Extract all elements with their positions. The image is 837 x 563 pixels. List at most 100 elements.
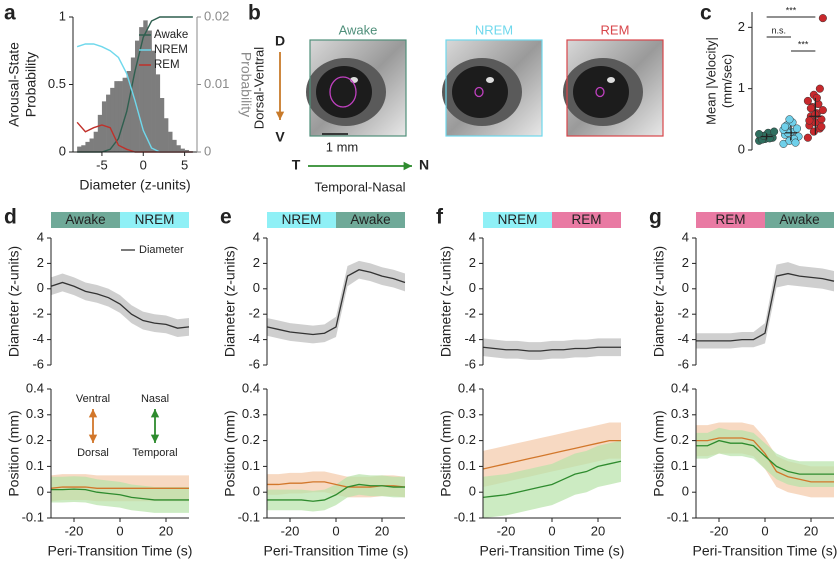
axis-start: T: [292, 157, 301, 173]
y-tick-label: 0.2: [671, 432, 689, 447]
error-band: [696, 262, 834, 349]
y-tick-label: 0: [682, 280, 689, 295]
eye-iris: [316, 66, 372, 118]
y-tick-label: 0.1: [242, 458, 260, 473]
histogram-bar: [114, 81, 119, 152]
state-label: REM: [572, 212, 602, 227]
y-tick-label: -6: [677, 356, 689, 371]
x-axis-label: Peri-Transition Time (s): [264, 543, 409, 559]
y-tick-label: 0: [37, 280, 44, 295]
data-point: [815, 84, 824, 93]
x-tick-label: 5: [181, 157, 188, 172]
y-axis-label: Diameter (z-units): [222, 246, 238, 357]
histogram-bar: [77, 146, 82, 152]
y-axis-label: Arousal-State: [6, 42, 22, 127]
y-tick-label: -4: [677, 331, 689, 346]
legend-label: Awake: [154, 29, 188, 41]
y-tick-label: 0: [253, 280, 260, 295]
y-axis-label: Mean |Velocity|: [703, 37, 718, 125]
state-bar: [120, 212, 189, 228]
state-bar: [696, 212, 765, 228]
y-axis-label: Position (mm): [651, 410, 667, 496]
arrow-head: [88, 434, 98, 443]
annotation: Temporal: [132, 447, 177, 459]
error-band: [267, 474, 405, 512]
pupil-fit: [329, 76, 357, 108]
panel-label: a: [4, 2, 16, 25]
significance-label: n.s.: [772, 25, 787, 35]
x-tick-label: -5: [96, 157, 108, 172]
y-tick-label: 0.1: [26, 458, 44, 473]
histogram-bar: [172, 139, 177, 152]
data-point: [780, 122, 790, 131]
histogram-bar: [106, 94, 111, 152]
histogram-bar: [180, 148, 185, 152]
line: [696, 437, 834, 483]
y-tick-label: 0.4: [242, 380, 260, 395]
y-tick-label: 0: [469, 280, 476, 295]
y-axis-label: Position (mm): [6, 410, 22, 496]
line: [696, 272, 835, 342]
histogram-bar: [118, 81, 123, 152]
y-axis-label: Diameter (z-units): [438, 246, 454, 357]
y-tick-label: -2: [677, 306, 689, 321]
state-bar: [765, 212, 834, 228]
y-tick-label: 0.2: [458, 432, 476, 447]
histogram-bar: [151, 50, 156, 152]
arrow-head: [150, 409, 160, 418]
x-tick-label: -20: [281, 523, 300, 538]
y-tick-label: 1: [738, 80, 745, 95]
histogram-bar: [81, 145, 86, 152]
y-tick-label: 1: [59, 8, 66, 23]
image-frame: [445, 39, 543, 137]
line: [50, 486, 189, 489]
state-label: Awake: [350, 212, 390, 227]
y-tick-label: 0.1: [671, 458, 689, 473]
x-axis-label: Diameter (z-units): [79, 177, 190, 193]
state-bar: [552, 212, 621, 228]
y-axis-label: Position (mm): [222, 410, 238, 496]
histogram-bar: [101, 101, 107, 152]
legend-label: Diameter: [139, 244, 184, 256]
data-point: [818, 106, 827, 115]
state-bar: [267, 212, 336, 228]
y-tick-label: 2: [738, 19, 745, 34]
y-tick-label: 0: [738, 141, 745, 156]
y-tick-label: 0: [37, 484, 44, 499]
x-tick-label: 20: [375, 523, 389, 538]
error-band: [483, 440, 621, 518]
line: [267, 483, 405, 502]
image-title: Awake: [339, 22, 378, 37]
histogram-bar: [122, 77, 128, 152]
panel-label: f: [436, 206, 444, 229]
line: [482, 460, 622, 499]
y-tick-label: 0: [469, 484, 476, 499]
y-tick-label: 4: [37, 229, 44, 244]
arrow-head: [403, 161, 412, 171]
y-tick-label: 0.4: [26, 380, 44, 395]
error-band: [696, 427, 834, 488]
image-frame: [566, 39, 664, 137]
state-label: Awake: [65, 212, 105, 227]
state-label: NREM: [498, 212, 538, 227]
x-tick-label: 20: [159, 523, 173, 538]
data-point: [806, 104, 815, 113]
state-bar: [483, 212, 552, 228]
pupil-fit: [595, 86, 605, 98]
histogram-bar: [135, 40, 140, 152]
histogram-bar: [159, 98, 165, 152]
data-point: [791, 138, 800, 147]
y-tick-label: -6: [464, 356, 476, 371]
histogram-bar: [85, 141, 90, 152]
y-tick-label: 0.3: [671, 406, 689, 421]
y-tick-label: 0.4: [458, 380, 476, 395]
y-tick-label: 2: [37, 255, 44, 270]
y-tick-label: -4: [32, 331, 44, 346]
y-tick-label: -2: [464, 306, 476, 321]
y-tick-label: -2: [248, 306, 260, 321]
axis-label: Dorsal-Ventral: [251, 47, 266, 129]
state-label: NREM: [282, 212, 322, 227]
line: [51, 488, 189, 501]
annotation: Ventral: [76, 393, 110, 405]
y-tick-label: 2: [682, 255, 689, 270]
